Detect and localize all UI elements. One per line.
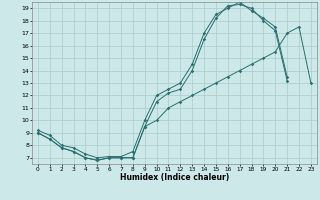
X-axis label: Humidex (Indice chaleur): Humidex (Indice chaleur) bbox=[120, 173, 229, 182]
